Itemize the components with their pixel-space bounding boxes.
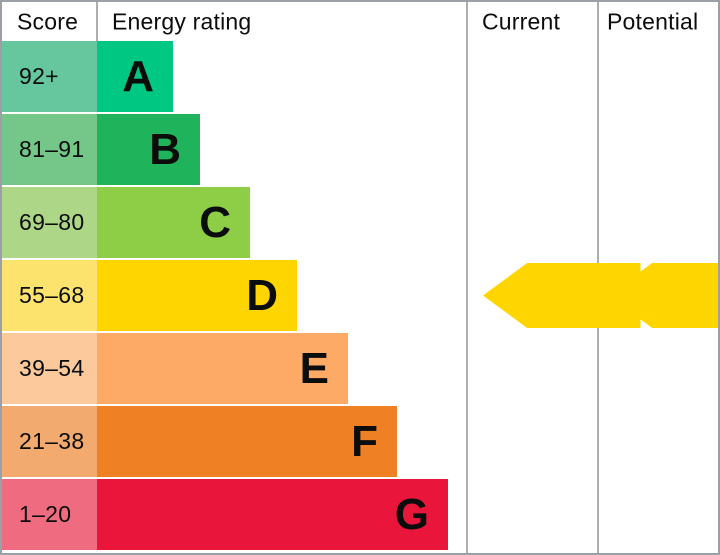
header-energy-rating: Energy rating: [112, 8, 252, 34]
epc-row-e: 39–54 E: [2, 333, 718, 404]
score-range-c: 69–80: [2, 187, 97, 258]
epc-row-c: 69–80 C: [2, 187, 718, 258]
epc-row-b: 81–91 B: [2, 114, 718, 185]
header-current: Current: [482, 8, 561, 34]
epc-row-g: 1–20 G: [2, 479, 718, 550]
divider-score-rating: [96, 2, 98, 41]
score-range-f: 21–38: [2, 406, 97, 477]
header-potential: Potential: [607, 8, 699, 34]
divider-current-column: [466, 2, 468, 553]
band-bar-f: F: [97, 406, 397, 477]
score-range-e: 39–54: [2, 333, 97, 404]
band-bar-d: D: [97, 260, 297, 331]
epc-row-f: 21–38 F: [2, 406, 718, 477]
score-range-d: 55–68: [2, 260, 97, 331]
score-range-b: 81–91: [2, 114, 97, 185]
score-range-g: 1–20: [2, 479, 97, 550]
band-bar-c: C: [97, 187, 250, 258]
band-bar-g: G: [97, 479, 448, 550]
band-bar-e: E: [97, 333, 348, 404]
header-score: Score: [17, 8, 79, 34]
epc-row-d: 55–68 D: [2, 260, 718, 331]
score-range-a: 92+: [2, 41, 97, 112]
band-bar-b: B: [97, 114, 200, 185]
chart-header: Score Energy rating Current Potential: [2, 2, 718, 41]
band-bar-a: A: [97, 41, 173, 112]
epc-row-a: 92+ A: [2, 41, 718, 112]
